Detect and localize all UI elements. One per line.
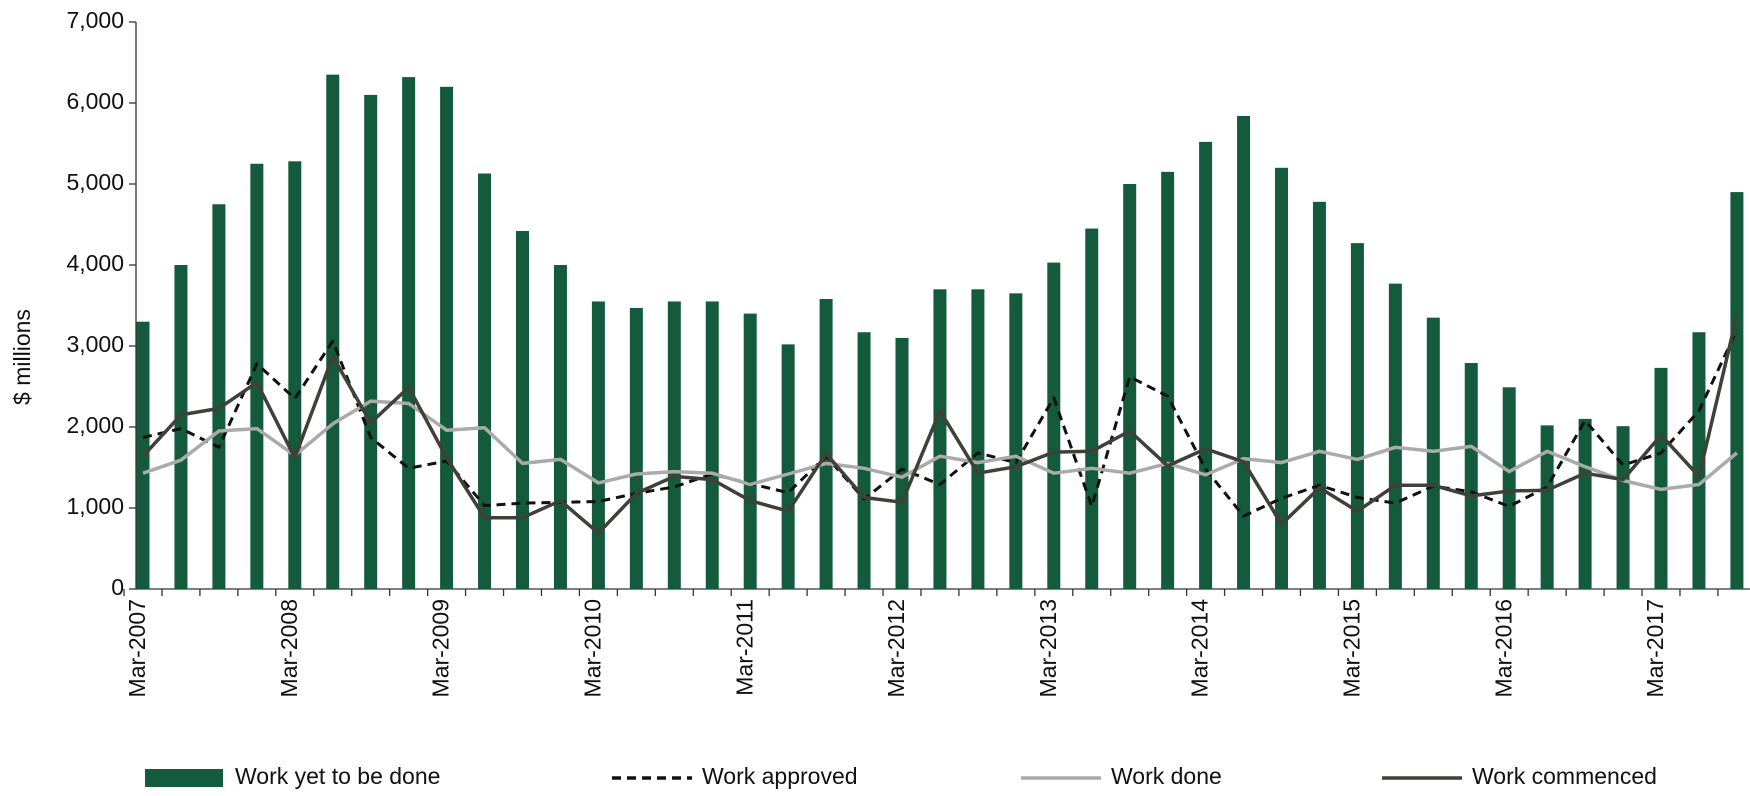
legend-label: Work done (1111, 763, 1222, 789)
y-tick-label: 0 (111, 574, 124, 600)
y-tick-label: 5,000 (66, 169, 124, 195)
y-tick-label: 3,000 (66, 331, 124, 357)
bar (402, 77, 416, 589)
bar (971, 289, 985, 589)
bar (212, 204, 226, 589)
bar (591, 301, 605, 589)
legend-label: Work commenced (1472, 763, 1657, 789)
bar (781, 344, 795, 589)
bar (667, 301, 681, 589)
x-tick-label: Mar-2008 (276, 599, 302, 697)
bar (819, 299, 833, 589)
bar (895, 337, 909, 589)
bar (1047, 262, 1061, 589)
bar (1730, 192, 1744, 589)
x-tick-label: Mar-2007 (124, 599, 150, 697)
bar (553, 265, 567, 589)
legend-label: Work yet to be done (235, 763, 440, 789)
x-tick-label: Mar-2014 (1187, 599, 1213, 698)
line (142, 399, 1739, 492)
y-tick-label: 2,000 (66, 412, 124, 438)
bar (1502, 387, 1516, 589)
y-tick-label: 6,000 (66, 88, 124, 114)
bar (440, 86, 454, 590)
y-tick-label: 1,000 (66, 493, 124, 519)
bar (1426, 317, 1440, 589)
bar (705, 301, 719, 589)
bar (250, 163, 264, 589)
y-axis-label: $ millions (9, 309, 35, 405)
bar (516, 230, 529, 590)
x-tick-label: Mar-2010 (579, 599, 605, 697)
legend-label: Work approved (702, 763, 858, 789)
bar (1578, 418, 1592, 589)
bar (1350, 243, 1364, 589)
bar (1388, 283, 1402, 589)
bar (933, 289, 947, 589)
bar (288, 161, 302, 589)
bar (1692, 332, 1706, 589)
x-tick-label: Mar-2016 (1490, 599, 1516, 697)
line (141, 314, 1739, 535)
bar (857, 332, 871, 589)
x-tick-label: Mar-2013 (1035, 599, 1061, 697)
bar (1161, 171, 1175, 589)
bar (1237, 115, 1251, 590)
bar (1654, 367, 1668, 589)
bar (1199, 141, 1213, 589)
bar (1009, 293, 1023, 589)
bar (1616, 426, 1630, 589)
x-tick-label: Mar-2009 (428, 599, 454, 697)
bar (1123, 184, 1137, 589)
bar (1464, 363, 1478, 589)
bar (743, 313, 757, 589)
x-tick-label: Mar-2015 (1338, 599, 1364, 697)
bar (1312, 201, 1326, 589)
x-tick-label: Mar-2017 (1642, 599, 1668, 697)
bar (174, 265, 188, 589)
bar (1540, 425, 1554, 589)
bar (1275, 167, 1288, 590)
legend-swatch (145, 769, 223, 787)
bar (478, 173, 492, 589)
bar (326, 74, 340, 589)
x-tick-label: Mar-2011 (731, 599, 757, 696)
bar (1085, 228, 1099, 590)
bar (364, 94, 378, 590)
y-tick-label: 7,000 (66, 7, 124, 33)
bar (629, 307, 643, 589)
line (142, 329, 1739, 518)
x-tick-label: Mar-2012 (883, 599, 909, 697)
y-tick-label: 4,000 (66, 250, 124, 276)
